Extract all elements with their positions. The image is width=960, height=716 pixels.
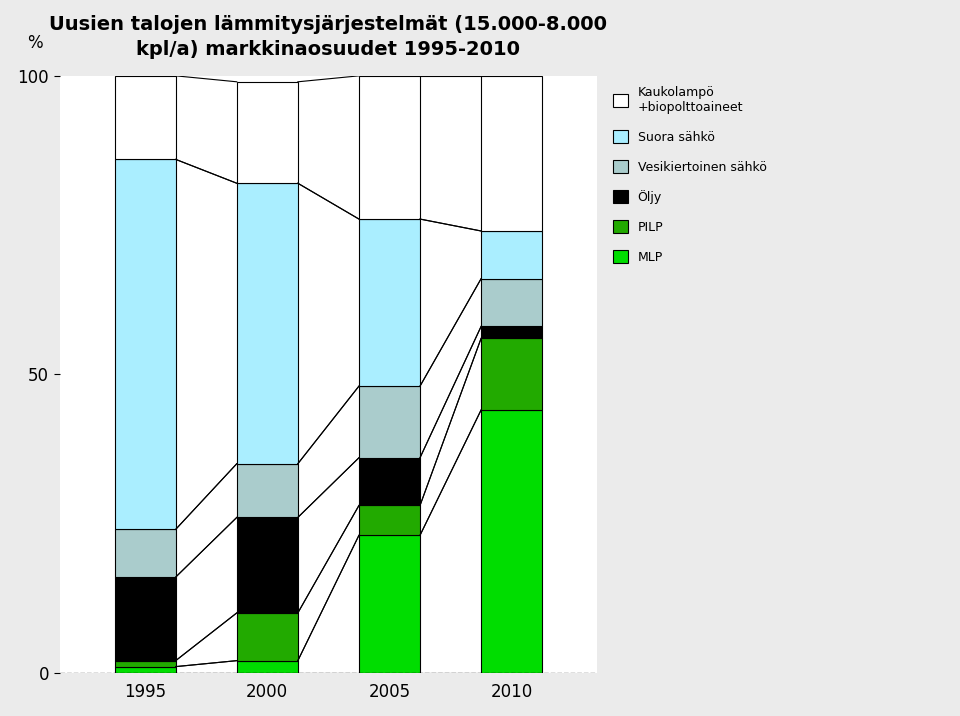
Bar bbox=[114, 76, 176, 160]
Bar bbox=[237, 183, 298, 464]
Bar bbox=[237, 661, 298, 672]
Bar bbox=[237, 518, 298, 613]
Bar bbox=[359, 76, 420, 219]
Text: %: % bbox=[28, 34, 43, 52]
Bar bbox=[359, 219, 420, 386]
Bar bbox=[359, 458, 420, 505]
Bar bbox=[237, 464, 298, 518]
Bar bbox=[114, 529, 176, 577]
Bar bbox=[481, 279, 542, 326]
Bar bbox=[481, 76, 542, 231]
Bar bbox=[359, 386, 420, 458]
Title: Uusien talojen lämmitysjärjestelmät (15.000-8.000
kpl/a) markkinaosuudet 1995-20: Uusien talojen lämmitysjärjestelmät (15.… bbox=[49, 15, 608, 59]
Bar bbox=[237, 82, 298, 183]
Bar bbox=[114, 160, 176, 529]
Bar bbox=[114, 577, 176, 661]
Bar bbox=[114, 667, 176, 672]
Bar bbox=[114, 661, 176, 667]
Legend: Kaukolampö
+biopolttoaineet, Suora sähkö, Vesikiertoinen sähkö, Öljy, PILP, MLP: Kaukolampö +biopolttoaineet, Suora sähkö… bbox=[609, 82, 770, 267]
Bar bbox=[481, 231, 542, 279]
Bar bbox=[359, 505, 420, 536]
Bar bbox=[359, 536, 420, 672]
Bar bbox=[481, 339, 542, 410]
Bar bbox=[481, 326, 542, 339]
Bar bbox=[481, 410, 542, 672]
Bar bbox=[237, 613, 298, 661]
